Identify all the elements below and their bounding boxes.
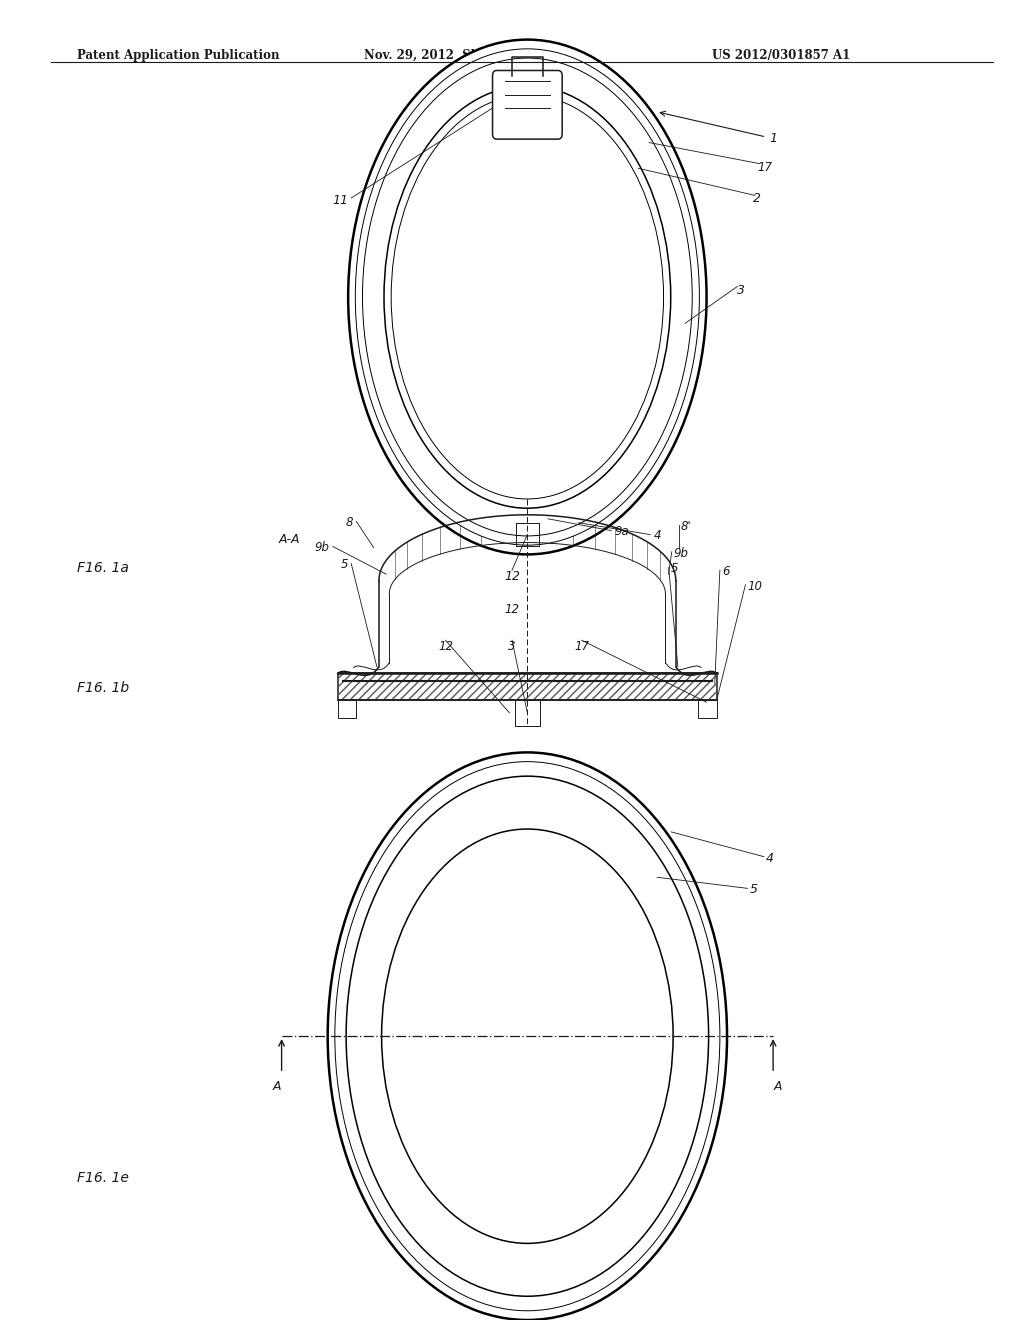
Text: 2: 2 — [753, 191, 761, 205]
Ellipse shape — [362, 58, 692, 536]
Ellipse shape — [328, 752, 727, 1320]
Text: 17: 17 — [574, 640, 589, 653]
Ellipse shape — [355, 49, 699, 545]
FancyBboxPatch shape — [493, 70, 562, 139]
Bar — [338, 673, 717, 700]
Text: 6: 6 — [722, 565, 729, 578]
Text: F16. 1e: F16. 1e — [77, 1171, 129, 1185]
Bar — [698, 700, 717, 718]
Text: A: A — [272, 1080, 281, 1093]
Text: 5: 5 — [341, 558, 348, 572]
Text: A-A: A-A — [279, 533, 300, 546]
Text: 8': 8' — [681, 520, 691, 533]
Text: US 2012/0301857 A1: US 2012/0301857 A1 — [712, 49, 850, 62]
Text: F16. 1b: F16. 1b — [77, 681, 129, 696]
Text: 3: 3 — [737, 284, 745, 297]
Text: 9a: 9a — [614, 525, 629, 539]
Bar — [338, 673, 717, 700]
Text: 1: 1 — [660, 111, 777, 145]
Text: 5: 5 — [750, 883, 758, 896]
Text: 10: 10 — [748, 579, 763, 593]
Ellipse shape — [384, 86, 671, 508]
Text: 9b: 9b — [314, 541, 330, 554]
Text: 3: 3 — [508, 640, 516, 653]
Text: Nov. 29, 2012  Sheet 1 of 2: Nov. 29, 2012 Sheet 1 of 2 — [364, 49, 541, 62]
Text: 12: 12 — [505, 603, 519, 616]
Text: 8: 8 — [346, 516, 353, 529]
Ellipse shape — [391, 95, 664, 499]
Text: 12: 12 — [438, 640, 453, 653]
Text: A: A — [774, 1080, 782, 1093]
Text: 9b: 9b — [674, 546, 689, 560]
Text: 4: 4 — [653, 529, 660, 543]
Ellipse shape — [348, 40, 707, 554]
Text: 12: 12 — [504, 570, 520, 583]
Text: 17: 17 — [758, 161, 773, 174]
Bar — [515, 700, 541, 726]
Text: Patent Application Publication: Patent Application Publication — [77, 49, 280, 62]
Ellipse shape — [335, 762, 720, 1311]
Text: 4: 4 — [766, 851, 774, 865]
Text: 5: 5 — [671, 562, 678, 576]
Text: F16. 1a: F16. 1a — [77, 561, 129, 576]
Ellipse shape — [346, 776, 709, 1296]
Text: 11: 11 — [332, 194, 348, 207]
Bar — [338, 700, 356, 718]
Ellipse shape — [382, 829, 673, 1243]
